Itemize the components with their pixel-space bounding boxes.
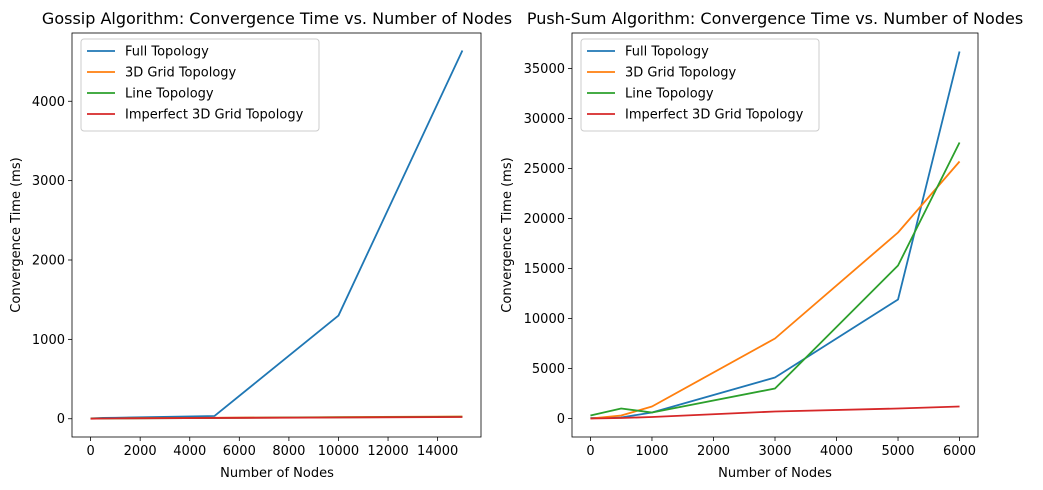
y-tick-label: 4000 — [32, 95, 65, 110]
y-tick-label: 3000 — [32, 174, 65, 189]
legend-box — [80, 38, 320, 132]
x-tick-label: 0 — [586, 444, 594, 459]
pushsum-chart-panel: Push-Sum Algorithm: Convergence Time vs.… — [500, 9, 1023, 481]
x-tick-label: 10000 — [318, 444, 359, 459]
y-tick-label: 30000 — [524, 112, 565, 127]
x-tick-label: 4000 — [820, 444, 853, 459]
y-tick-label: 0 — [557, 412, 565, 427]
x-tick-label: 6000 — [223, 444, 256, 459]
series-line-3d-grid-topology — [590, 160, 961, 420]
legend: Full Topology 3D Grid Topology Line Topolo… — [80, 38, 320, 132]
x-tick-label: 14000 — [417, 444, 458, 459]
legend: Full Topology 3D Grid Topology Line Topolo… — [580, 38, 820, 132]
plot-frame — [71, 32, 482, 438]
x-tick-label: 5000 — [881, 444, 914, 459]
y-tick-label: 2000 — [32, 254, 65, 269]
x-tick-label: 8000 — [272, 444, 305, 459]
x-tick-label: 2000 — [124, 444, 157, 459]
legend-label: Full Topology — [125, 45, 209, 60]
y-axis-label: Convergence Time (ms) — [9, 157, 24, 312]
legend-label: Line Topology — [125, 87, 214, 102]
legend-box — [580, 38, 820, 132]
legend-label: Imperfect 3D Grid Topology — [125, 108, 304, 123]
x-tick-label: 1000 — [635, 444, 668, 459]
chart-title: Gossip Algorithm: Convergence Time vs. N… — [42, 9, 512, 28]
x-tick-label: 12000 — [367, 444, 408, 459]
y-tick-label: 20000 — [524, 212, 565, 227]
legend-label: Imperfect 3D Grid Topology — [625, 108, 804, 123]
x-tick-label: 2000 — [697, 444, 730, 459]
legend-label: 3D Grid Topology — [125, 66, 237, 81]
gossip-chart-panel: Gossip Algorithm: Convergence Time vs. N… — [9, 9, 512, 481]
x-axis-label: Number of Nodes — [718, 466, 832, 481]
series-line-imperfect-3d-grid-topology — [90, 416, 463, 420]
y-tick-label: 5000 — [532, 362, 565, 377]
y-tick-label: 35000 — [524, 62, 565, 77]
y-tick-label: 25000 — [524, 162, 565, 177]
series-line-imperfect-3d-grid-topology — [590, 405, 960, 420]
x-tick-label: 4000 — [173, 444, 206, 459]
chart-title: Push-Sum Algorithm: Convergence Time vs.… — [527, 9, 1023, 28]
y-tick-label: 1000 — [32, 333, 65, 348]
x-tick-label: 0 — [86, 444, 94, 459]
x-axis-label: Number of Nodes — [220, 466, 334, 481]
legend-label: 3D Grid Topology — [625, 66, 737, 81]
x-tick-label: 3000 — [758, 444, 791, 459]
y-tick-label: 0 — [57, 412, 65, 427]
y-tick-label: 15000 — [524, 262, 565, 277]
legend-label: Line Topology — [625, 87, 714, 102]
series-line-line-topology — [590, 142, 961, 417]
x-tick-label: 6000 — [943, 444, 976, 459]
y-tick-label: 10000 — [524, 312, 565, 327]
y-axis-label: Convergence Time (ms) — [500, 157, 515, 312]
legend-label: Full Topology — [625, 45, 709, 60]
